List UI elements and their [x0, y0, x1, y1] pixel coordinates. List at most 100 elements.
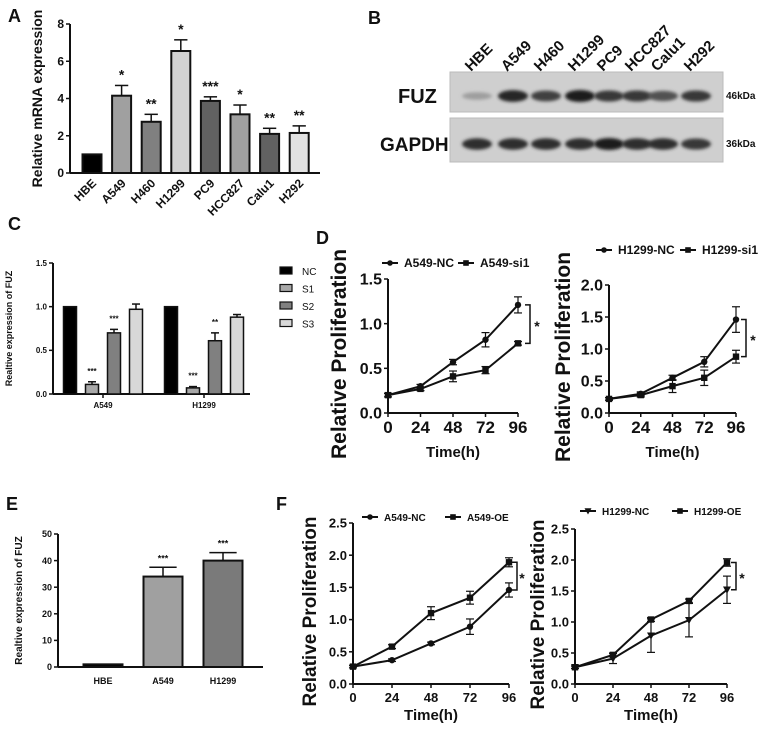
x-tick-label: 72: [682, 690, 696, 705]
x-tick-label: 96: [720, 690, 734, 705]
marker-square: [637, 391, 644, 399]
y-tick-label: 8: [57, 17, 64, 31]
x-tick-label: 72: [476, 418, 495, 437]
blot-row-label: FUZ: [398, 86, 437, 108]
marker-triangle-down: [584, 508, 592, 515]
marker-square: [463, 260, 469, 266]
significance-bracket: [525, 304, 531, 345]
significance-label: ***: [158, 553, 169, 563]
lane-label: H292: [681, 37, 718, 74]
bar-s2: [106, 332, 122, 395]
bar: [259, 132, 281, 174]
marker-square: [571, 664, 579, 671]
significance-label: ***: [87, 367, 97, 376]
legend-label: H1299-OE: [694, 507, 742, 518]
y-tick-label: 50: [42, 529, 52, 539]
legend-label: A549-NC: [404, 256, 454, 270]
x-axis-label: Time(h): [404, 707, 458, 724]
bar: [170, 50, 192, 174]
marker-square: [388, 643, 396, 650]
bar: [288, 131, 310, 175]
marker-circle: [601, 247, 607, 253]
bar-s1: [84, 383, 100, 395]
legend-label: A549-OE: [467, 513, 509, 524]
x-tick-label: 0: [571, 690, 578, 705]
x-tick-label: 72: [695, 418, 714, 437]
marker-square: [732, 353, 740, 360]
blot-band: [498, 138, 528, 150]
significance-label: *: [178, 21, 184, 37]
blot-band: [462, 138, 492, 150]
y-tick-label: 2.5: [551, 522, 569, 537]
significance-label: **: [146, 95, 157, 111]
x-tick-label: A549: [152, 676, 174, 686]
marker-triangle-down: [723, 586, 731, 594]
bar-nc: [163, 305, 179, 395]
marker-square: [677, 508, 683, 514]
marker-square: [647, 616, 655, 623]
panel-label-d: D: [316, 228, 329, 248]
legend-swatch: [279, 266, 293, 275]
legend-label: H1299-NC: [602, 507, 649, 518]
panel-label-f: F: [276, 494, 287, 514]
x-tick-label: 24: [631, 418, 650, 437]
marker-square: [450, 514, 456, 520]
blot-band: [531, 138, 561, 150]
blot-band: [462, 92, 492, 100]
marker-square: [427, 609, 435, 617]
lane-label: A549: [498, 37, 535, 74]
y-axis-label: Relative Proliferation: [528, 519, 549, 709]
y-tick-label: 0: [47, 662, 52, 672]
significance-label: *: [119, 66, 125, 82]
y-tick-label: 2: [57, 129, 64, 143]
x-tick-label: HBE: [71, 176, 99, 204]
significance-bracket: [741, 318, 747, 358]
marker-square: [685, 247, 691, 253]
x-tick-label: 48: [663, 418, 682, 437]
bar-s2: [207, 339, 223, 395]
marker-square: [482, 366, 489, 374]
y-tick-label: 0.0: [581, 406, 603, 423]
y-axis-label: Realtive expression of FUZ: [14, 536, 25, 664]
significance-label: *: [534, 318, 540, 334]
blot-band: [565, 138, 595, 150]
marker-circle: [388, 656, 396, 664]
panel-label-a: A: [8, 6, 21, 26]
lane-label: H460: [531, 37, 568, 74]
significance-label: *: [739, 570, 745, 586]
y-tick-label: 0.0: [551, 677, 569, 692]
series-line-a549-si1: [387, 342, 519, 397]
bar: [111, 94, 133, 174]
chart-panel-c: 0.0 0.5 1.0 1.5 Realtive expression of FUZ A5…: [4, 259, 316, 410]
x-tick-label: HBE: [93, 676, 112, 686]
x-tick-label: 0: [604, 418, 613, 437]
marker-circle: [387, 260, 393, 266]
x-axis-label: Time(h): [624, 707, 678, 724]
significance-bracket: [731, 561, 737, 591]
bar: [202, 559, 244, 668]
significance-label: *: [519, 570, 525, 586]
marker-circle: [732, 316, 740, 323]
marker-square: [417, 385, 424, 393]
x-tick-label: 24: [385, 690, 400, 705]
y-tick-label: 6: [57, 54, 64, 68]
bar: [82, 663, 124, 669]
bar-s1: [185, 387, 201, 395]
y-tick-label: 1.5: [551, 584, 569, 599]
x-tick-label: 24: [606, 690, 621, 705]
legend-label: H1299-si1: [702, 243, 758, 257]
y-tick-label: 2.0: [329, 548, 347, 563]
marker-triangle-down: [685, 616, 693, 625]
significance-label: **: [294, 107, 305, 123]
marker-circle: [482, 336, 489, 343]
y-tick-label: 0: [57, 166, 64, 180]
y-axis-label: Relative Proliferation: [552, 252, 575, 462]
y-tick-label: 0.0: [329, 677, 347, 692]
x-tick-label: H1299: [153, 176, 188, 211]
legend-label: A549-si1: [480, 256, 530, 270]
y-tick-label: 1.5: [360, 272, 382, 289]
bar: [140, 120, 162, 174]
